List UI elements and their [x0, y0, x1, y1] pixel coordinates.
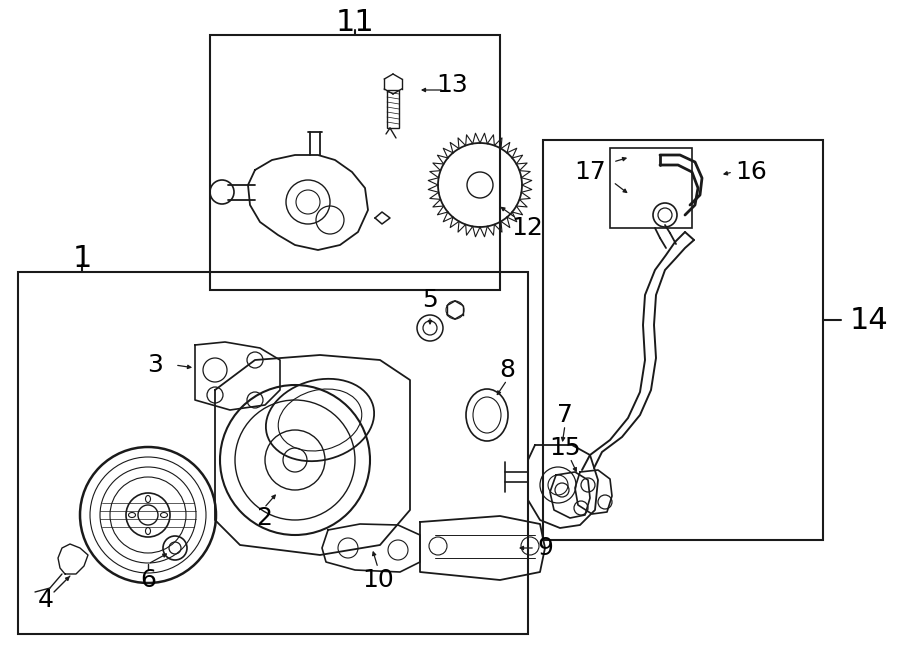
Text: 14: 14 — [850, 305, 889, 334]
Text: 7: 7 — [557, 403, 573, 427]
Bar — [610, 148, 692, 228]
Text: 11: 11 — [336, 7, 374, 36]
Text: 13: 13 — [436, 73, 468, 97]
Bar — [387, 90, 399, 128]
Text: 4: 4 — [38, 588, 54, 612]
Text: 5: 5 — [422, 288, 438, 312]
Text: 12: 12 — [511, 216, 543, 240]
Bar — [210, 35, 500, 290]
Text: 6: 6 — [140, 568, 156, 592]
Text: 15: 15 — [549, 436, 580, 460]
Text: 10: 10 — [362, 568, 394, 592]
Text: 3: 3 — [147, 353, 163, 377]
Text: 9: 9 — [537, 536, 553, 560]
Bar — [543, 140, 823, 540]
Text: 2: 2 — [256, 506, 272, 530]
Bar — [18, 272, 528, 634]
Text: 17: 17 — [574, 160, 606, 184]
Text: 1: 1 — [72, 244, 92, 273]
Text: 8: 8 — [499, 358, 515, 382]
Text: 16: 16 — [735, 160, 767, 184]
